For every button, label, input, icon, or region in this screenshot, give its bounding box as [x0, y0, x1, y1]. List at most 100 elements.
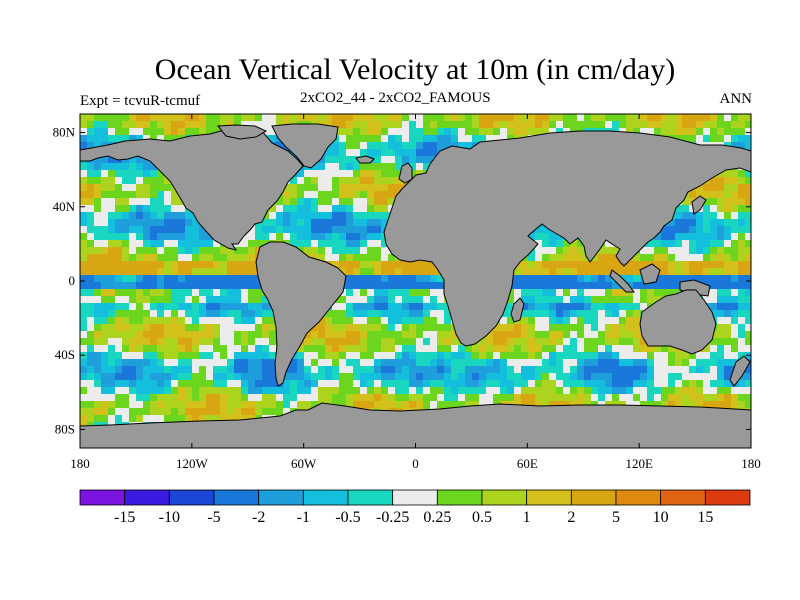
velocity-cell: [717, 177, 725, 185]
velocity-cell: [689, 275, 697, 283]
velocity-cell: [549, 324, 557, 332]
velocity-cell: [122, 366, 130, 374]
velocity-cell: [738, 303, 746, 311]
velocity-cell: [570, 331, 578, 339]
velocity-cell: [360, 303, 368, 311]
velocity-cell: [430, 282, 438, 290]
velocity-cell: [367, 394, 375, 402]
velocity-cell: [157, 219, 165, 227]
velocity-cell: [703, 254, 711, 262]
velocity-cell: [584, 261, 592, 269]
velocity-cell: [199, 401, 207, 409]
velocity-cell: [143, 170, 151, 178]
velocity-cell: [563, 380, 571, 388]
velocity-cell: [514, 331, 522, 339]
velocity-cell: [255, 303, 263, 311]
velocity-cell: [360, 184, 368, 192]
velocity-cell: [143, 261, 151, 269]
velocity-cell: [696, 261, 704, 269]
velocity-cell: [514, 359, 522, 367]
velocity-cell: [129, 156, 137, 164]
velocity-cell: [87, 310, 95, 318]
velocity-cell: [206, 114, 214, 122]
velocity-cell: [346, 170, 354, 178]
velocity-cell: [136, 359, 144, 367]
velocity-cell: [80, 184, 88, 192]
velocity-cell: [248, 310, 256, 318]
velocity-cell: [122, 289, 130, 297]
velocity-cell: [213, 380, 221, 388]
velocity-cell: [157, 303, 165, 311]
velocity-cell: [213, 408, 221, 416]
velocity-cell: [283, 373, 291, 381]
velocity-cell: [682, 212, 690, 220]
velocity-cell: [381, 184, 389, 192]
velocity-cell: [297, 170, 305, 178]
velocity-cell: [717, 212, 725, 220]
velocity-cell: [724, 387, 732, 395]
velocity-cell: [451, 394, 459, 402]
velocity-cell: [80, 275, 88, 283]
velocity-cell: [675, 380, 683, 388]
velocity-cell: [661, 352, 669, 360]
velocity-cell: [87, 408, 95, 416]
velocity-cell: [150, 177, 158, 185]
velocity-cell: [661, 275, 669, 283]
velocity-cell: [122, 380, 130, 388]
velocity-cell: [374, 205, 382, 213]
velocity-cell: [430, 128, 438, 136]
velocity-cell: [108, 254, 116, 262]
velocity-cell: [241, 345, 249, 353]
velocity-cell: [80, 261, 88, 269]
velocity-cell: [437, 401, 445, 409]
velocity-cell: [451, 135, 459, 143]
velocity-cell: [262, 366, 270, 374]
velocity-cell: [143, 212, 151, 220]
velocity-cell: [451, 366, 459, 374]
velocity-cell: [710, 184, 718, 192]
velocity-cell: [528, 310, 536, 318]
velocity-cell: [388, 198, 396, 206]
velocity-cell: [353, 261, 361, 269]
velocity-cell: [745, 114, 751, 122]
velocity-cell: [269, 380, 277, 388]
velocity-cell: [220, 268, 228, 276]
velocity-cell: [80, 373, 88, 381]
velocity-cell: [339, 394, 347, 402]
velocity-cell: [318, 170, 326, 178]
velocity-cell: [710, 373, 718, 381]
velocity-cell: [150, 184, 158, 192]
velocity-cell: [612, 359, 620, 367]
velocity-cell: [458, 142, 466, 150]
velocity-cell: [374, 387, 382, 395]
velocity-cell: [367, 142, 375, 150]
velocity-cell: [731, 268, 739, 276]
velocity-cell: [584, 282, 592, 290]
velocity-cell: [654, 282, 662, 290]
velocity-cell: [318, 380, 326, 388]
velocity-cell: [178, 275, 186, 283]
velocity-cell: [262, 303, 270, 311]
velocity-cell: [248, 324, 256, 332]
velocity-cell: [507, 114, 515, 122]
velocity-cell: [318, 317, 326, 325]
velocity-cell: [178, 324, 186, 332]
velocity-cell: [395, 331, 403, 339]
velocity-cell: [220, 352, 228, 360]
velocity-cell: [745, 352, 751, 360]
velocity-cell: [150, 310, 158, 318]
velocity-cell: [570, 282, 578, 290]
velocity-cell: [661, 373, 669, 381]
velocity-cell: [507, 387, 515, 395]
velocity-cell: [122, 191, 130, 199]
velocity-cell: [472, 373, 480, 381]
velocity-cell: [304, 219, 312, 227]
velocity-cell: [199, 261, 207, 269]
velocity-cell: [367, 380, 375, 388]
velocity-cell: [171, 408, 179, 416]
velocity-cell: [591, 114, 599, 122]
velocity-cell: [451, 373, 459, 381]
velocity-cell: [171, 219, 179, 227]
velocity-cell: [360, 380, 368, 388]
velocity-cell: [542, 352, 550, 360]
